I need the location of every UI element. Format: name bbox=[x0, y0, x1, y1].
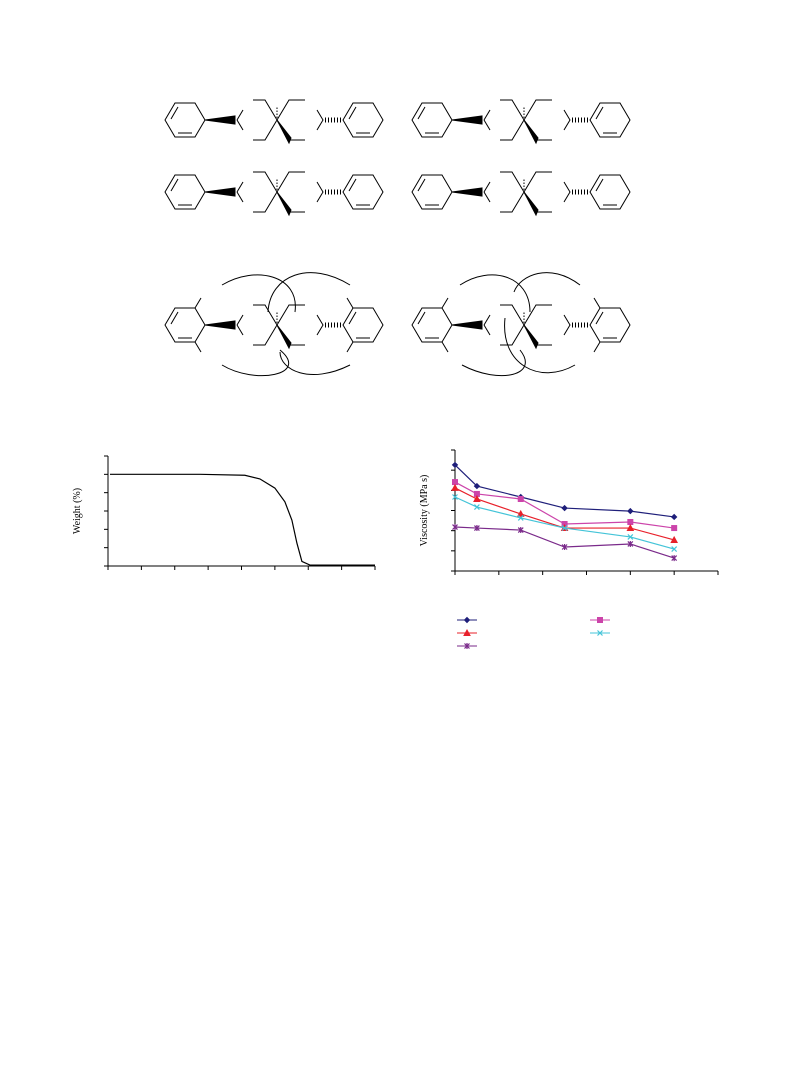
y-axis-label: Weight (%) bbox=[72, 488, 83, 534]
marker bbox=[561, 544, 568, 551]
marker bbox=[561, 525, 568, 531]
marker bbox=[451, 483, 459, 491]
structure-row-2 bbox=[165, 172, 630, 215]
marker bbox=[517, 527, 524, 534]
marker bbox=[452, 494, 458, 500]
marker bbox=[517, 515, 524, 521]
marker bbox=[670, 513, 678, 521]
marker bbox=[671, 525, 678, 532]
marker bbox=[516, 509, 525, 517]
marker bbox=[517, 496, 524, 503]
marker bbox=[627, 533, 634, 540]
marker bbox=[452, 479, 458, 486]
marker bbox=[452, 524, 458, 531]
marker bbox=[451, 461, 459, 469]
legend-marker bbox=[463, 628, 471, 636]
marker bbox=[626, 524, 635, 532]
data-line bbox=[454, 481, 675, 529]
marker bbox=[473, 525, 480, 532]
data-line bbox=[454, 526, 675, 559]
marker bbox=[473, 494, 481, 503]
marker bbox=[473, 504, 480, 510]
legend-marker bbox=[597, 617, 603, 623]
legend-marker bbox=[464, 643, 470, 649]
marker bbox=[561, 504, 568, 512]
data-line bbox=[110, 473, 375, 566]
marker bbox=[627, 540, 634, 547]
marker bbox=[671, 555, 678, 562]
data-line bbox=[454, 464, 675, 518]
y-axis-label: Viscosity (MPa s) bbox=[419, 475, 430, 547]
data-line bbox=[454, 487, 675, 541]
marker bbox=[670, 535, 679, 543]
marker bbox=[627, 507, 634, 515]
marker bbox=[671, 546, 678, 552]
structure-row-3 bbox=[165, 272, 630, 377]
charts: Weight (%) Viscosity (MPa s) bbox=[72, 449, 719, 649]
data-line bbox=[454, 496, 675, 550]
legend-marker bbox=[463, 616, 471, 624]
structure-row-1 bbox=[165, 100, 630, 143]
marker bbox=[627, 518, 634, 525]
legend-marker bbox=[597, 630, 603, 636]
marker bbox=[473, 482, 481, 490]
